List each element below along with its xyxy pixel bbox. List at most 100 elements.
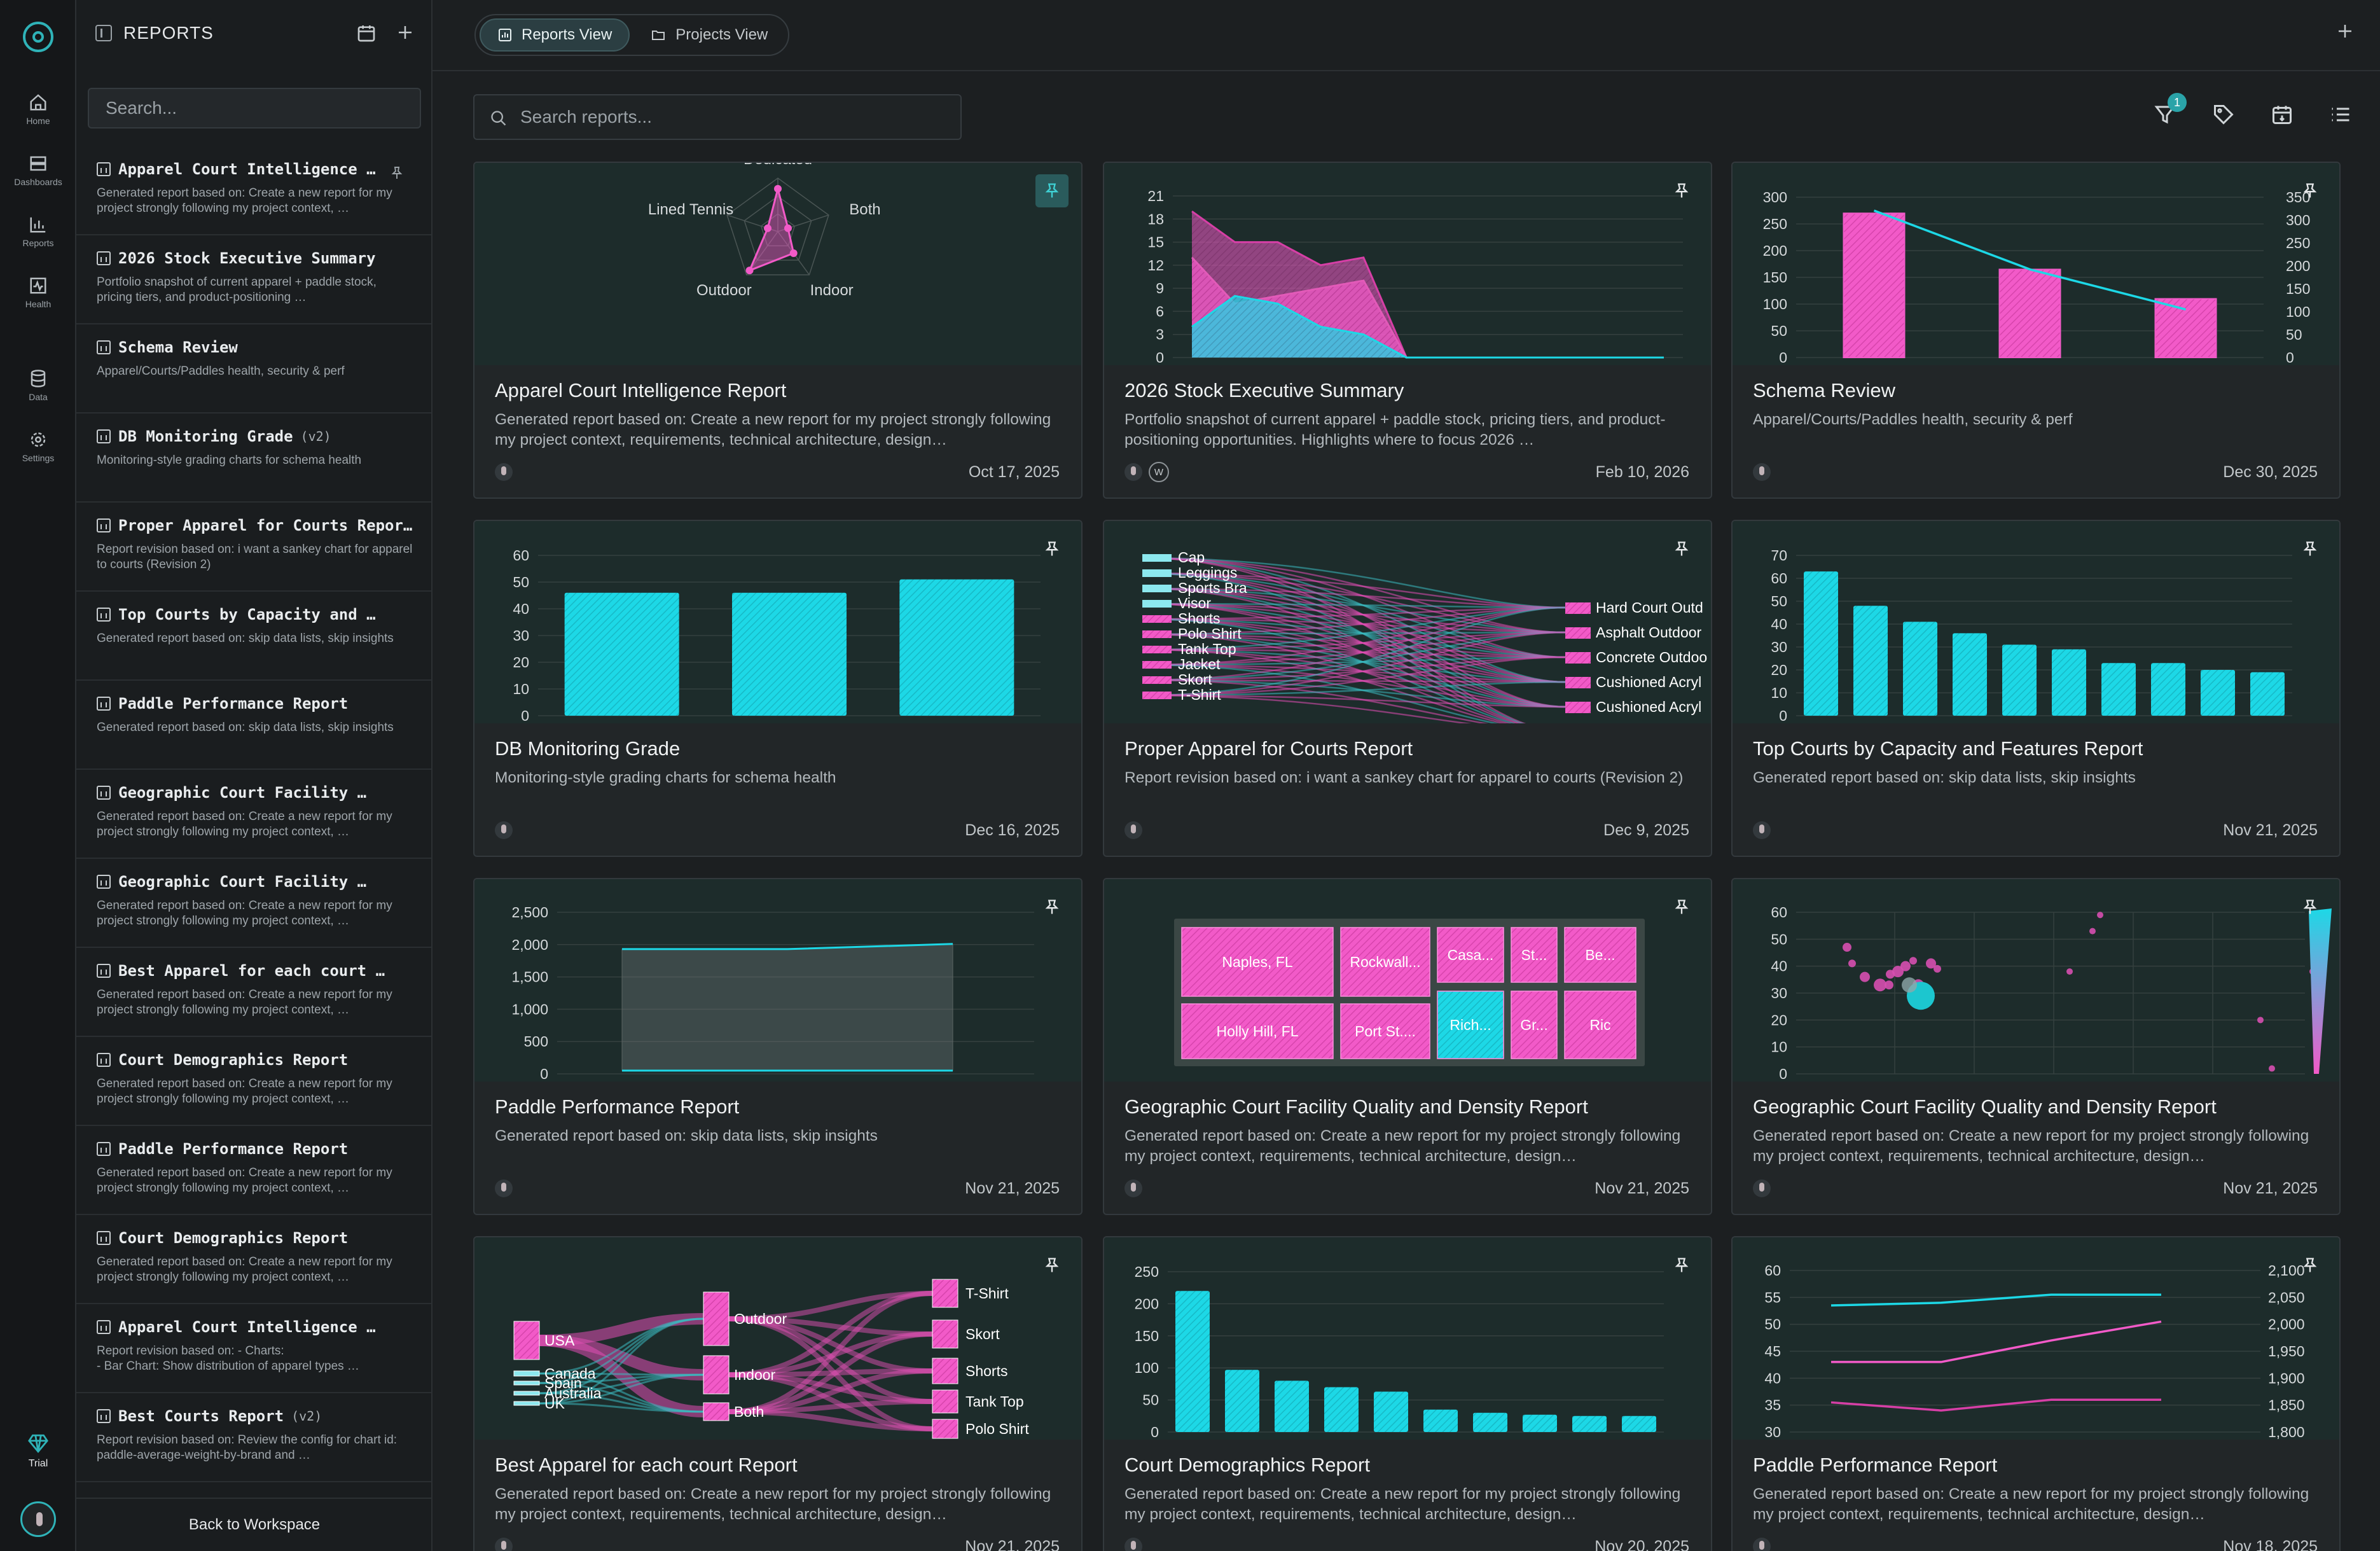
y-tick-label: 50 <box>1771 593 1787 609</box>
report-card[interactable]: 300 250 200 150 100 50 0 350 300 250 200 150 100 50 0 S… <box>1731 162 2341 499</box>
report-title: Proper Apparel for Courts Repor… <box>118 517 413 534</box>
sankey-link <box>1142 679 1566 683</box>
report-card[interactable]: 60 50 40 30 20 10 0 Geographic Court Facility Q… <box>1731 878 2341 1215</box>
pin-button[interactable] <box>2294 174 2327 207</box>
report-card[interactable]: USA Canada Spain Australia UK Outdoor Indoor Bo… <box>473 1236 1083 1551</box>
sidebar-report-item[interactable]: Best Courts Report (v2) Report revision ba… <box>76 1393 431 1482</box>
sidebar-report-item[interactable]: Top Courts by Capacity and … Generated re… <box>76 592 431 681</box>
plus-icon[interactable] <box>396 23 415 42</box>
chart-svg: 2,500 2,000 1,500 1,000 500 0 <box>511 904 1034 1082</box>
author-avatar <box>495 1179 513 1197</box>
report-card[interactable]: 70 60 50 40 30 20 10 0 Top Courts by Capacity an… <box>1731 520 2341 857</box>
pin-button[interactable] <box>1035 532 1069 566</box>
report-card[interactable]: Dedicated Both Indoor Outdoor Lined Tennis Ap… <box>473 162 1083 499</box>
sankey-link <box>1142 631 1566 636</box>
pin-button[interactable] <box>1665 532 1698 566</box>
sidebar-report-item[interactable]: Paddle Performance Report Generated repor… <box>76 1126 431 1215</box>
y-tick-label: 3 <box>1156 326 1164 343</box>
report-card[interactable]: Naples, FL Rockwall... Casa... St... Be... Ho… <box>1103 878 1712 1215</box>
tab-projects-view[interactable]: Projects View <box>633 18 784 52</box>
sidebar-report-item[interactable]: Apparel Court Intelligence … Report revis… <box>76 1304 431 1393</box>
card-date: Nov 21, 2025 <box>1595 1179 1689 1197</box>
card-description: Generated report based on: Create a new … <box>495 411 1051 449</box>
sankey-source-node <box>1142 692 1172 699</box>
y-tick-label: 40 <box>1764 1370 1781 1386</box>
calendar-icon[interactable] <box>356 23 377 43</box>
card-title: Court Demographics Report <box>1124 1454 1370 1476</box>
rail-item-data[interactable]: Data <box>0 369 76 403</box>
report-card[interactable]: 2,500 2,000 1,500 1,000 500 0 Paddle Performan… <box>473 878 1083 1215</box>
y-tick-label: 55 <box>1764 1289 1781 1305</box>
sidebar-report-item[interactable]: Geographic Court Facility … Generated rep… <box>76 859 431 948</box>
sidebar-report-item[interactable]: Schema Review Apparel/Courts/Paddles heal… <box>76 324 431 414</box>
user-avatar[interactable] <box>20 1501 56 1537</box>
sankey-link <box>1142 656 1566 666</box>
card-date: Nov 21, 2025 <box>965 1537 1060 1551</box>
report-card[interactable]: 21 18 15 12 9 6 3 0 2026 Stock Executive Summary… <box>1103 162 1712 499</box>
pin-button[interactable] <box>2294 1249 2327 1282</box>
report-card[interactable]: 250 200 150 100 50 0 Court Demographics Report… <box>1103 1236 1712 1551</box>
pin-button[interactable] <box>1665 174 1698 207</box>
bar <box>1275 1381 1309 1432</box>
sidebar-report-item[interactable]: Best Apparel for each court … Generated r… <box>76 948 431 1037</box>
pin-icon <box>2303 541 2317 556</box>
card-description: Generated report based on: Create a new … <box>1124 1127 1681 1165</box>
y-tick-label: 10 <box>1771 1039 1787 1055</box>
report-card[interactable]: Cap Leggings Sports Bra Visor Shorts Polo Shi… <box>1103 520 1712 857</box>
pin-button[interactable] <box>1035 1249 1069 1282</box>
report-title: 2026 Stock Executive Summary <box>118 249 376 267</box>
back-to-workspace-button[interactable]: Back to Workspace <box>76 1498 431 1551</box>
rail-item-reports[interactable]: Reports <box>0 215 76 249</box>
report-search-input[interactable]: Search reports... <box>473 94 962 140</box>
pin-button[interactable] <box>1035 891 1069 924</box>
y-tick-label: 40 <box>1771 616 1787 632</box>
pin-button[interactable] <box>2294 532 2327 566</box>
pin-button[interactable] <box>1035 174 1069 207</box>
tag-icon[interactable] <box>2212 103 2235 126</box>
pin-icon <box>2303 1258 2317 1272</box>
bar <box>1572 1415 1607 1432</box>
card-date: Dec 30, 2025 <box>2223 463 2318 481</box>
card-date: Nov 21, 2025 <box>2223 1179 2318 1197</box>
sidebar-search-input[interactable]: Search... <box>88 88 421 129</box>
pin-button[interactable] <box>1665 891 1698 924</box>
sankey-source-label: T-Shirt <box>1178 686 1221 703</box>
report-description: Generated report based on: Create a new … <box>97 186 392 215</box>
sidebar-report-item[interactable]: Geographic Court Facility … Generated rep… <box>76 770 431 859</box>
rail-item-home[interactable]: Home <box>0 93 76 127</box>
filter-button[interactable]: 1 <box>2154 93 2187 129</box>
icon-rail: Home Dashboards Reports Health Data Sett… <box>0 0 76 1551</box>
new-report-plus-icon[interactable] <box>2335 22 2355 41</box>
tab-reports-view[interactable]: Reports View <box>480 18 630 52</box>
report-title: Paddle Performance Report <box>118 695 349 713</box>
sidebar-report-item[interactable]: Proper Apparel for Courts Repor… Report r… <box>76 503 431 592</box>
sankey-middle-label: Indoor <box>734 1367 776 1383</box>
pin-button[interactable] <box>2294 891 2327 924</box>
sankey-link <box>1142 587 1566 634</box>
bar <box>732 592 847 716</box>
report-card[interactable]: 60 50 40 30 20 10 0 DB Monitoring Grade Monitori… <box>473 520 1083 857</box>
report-card[interactable]: 60 55 50 45 40 35 30 2,100 2,050 2,000 1,950 1,900 1… <box>1731 1236 2341 1551</box>
radar-point <box>764 224 772 232</box>
sidebar-report-item[interactable]: DB Monitoring Grade (v2) Monitoring-style … <box>76 414 431 503</box>
card-title: DB Monitoring Grade <box>495 737 681 760</box>
sankey-link <box>1142 656 1566 681</box>
sidebar-report-item[interactable]: 2026 Stock Executive Summary Portfolio sn… <box>76 235 431 324</box>
rail-item-trial[interactable]: Trial <box>0 1433 76 1470</box>
treemap-label: Rich... <box>1449 1017 1491 1033</box>
bar-chart-icon <box>499 29 511 41</box>
sidebar-report-item[interactable]: Court Demographics Report Generated repor… <box>76 1215 431 1304</box>
sidebar-report-item[interactable]: Paddle Performance Report Generated repor… <box>76 681 431 770</box>
list-view-icon[interactable] <box>2329 103 2352 126</box>
panel-toggle-icon[interactable] <box>95 25 112 41</box>
pin-button[interactable] <box>1665 1249 1698 1282</box>
sidebar-report-item[interactable]: Court Demographics Report Generated repor… <box>76 1037 431 1126</box>
app-logo[interactable] <box>23 22 53 52</box>
pin-icon[interactable] <box>389 165 405 181</box>
sidebar-report-item[interactable]: Apparel Court Intelligence … Generated re… <box>76 146 431 235</box>
calendar-download-icon[interactable] <box>2271 103 2294 126</box>
rail-item-dashboards[interactable]: Dashboards <box>0 154 76 188</box>
rail-item-settings[interactable]: Settings <box>0 430 76 464</box>
rail-item-health[interactable]: Health <box>0 276 76 310</box>
rail-label: Reports <box>22 238 54 248</box>
